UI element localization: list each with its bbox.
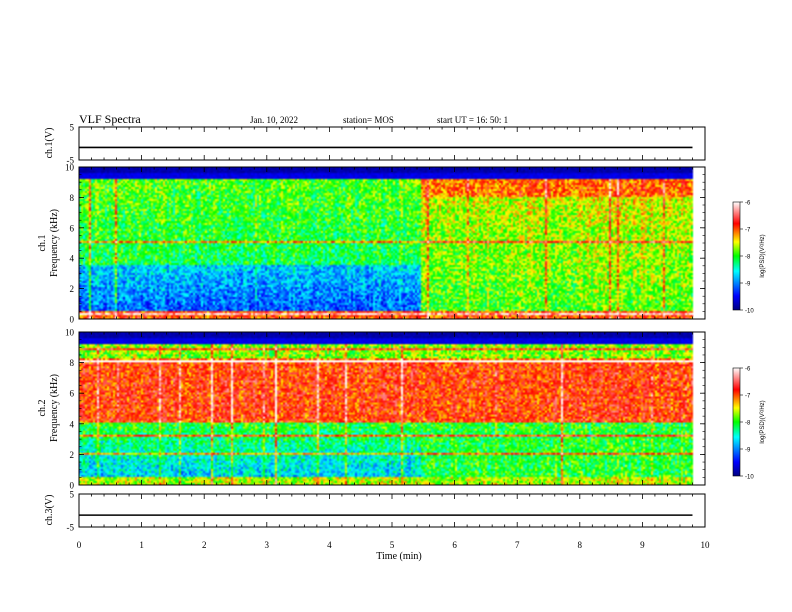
- ch2-spectrogram: [79, 332, 705, 485]
- ch2-spectrogram-channel-label: ch.2: [37, 400, 48, 417]
- ch2-colorbar-tick-label: -6: [745, 367, 751, 373]
- x-tick-label: 5: [390, 540, 395, 550]
- x-tick-label: 6: [452, 540, 457, 550]
- ch1-colorbar-tick-label: -6: [745, 201, 751, 207]
- ch1-spectrogram-y-tick-label: 4: [70, 254, 75, 264]
- ch3-waveform-y-tick-label: -5: [67, 523, 75, 533]
- ch1-colorbar-tick-label: -7: [745, 228, 751, 234]
- x-tick-label: 0: [77, 540, 82, 550]
- ch1-colorbar-tick-label: -8: [745, 255, 751, 261]
- ch2-colorbar-tick-label: -9: [745, 448, 751, 454]
- ch1-waveform-y-tick-label: -5: [67, 156, 75, 166]
- ch2-colorbar-label: log(PSD)(V²/Hz): [760, 400, 766, 443]
- ch2-colorbar-tick-label: -8: [745, 421, 751, 427]
- figure-station: station= MOS: [343, 115, 394, 125]
- ch1-spectrogram: [79, 167, 705, 319]
- ch1-waveform-y-tick-label: 5: [70, 123, 75, 133]
- x-tick-label: 4: [327, 540, 332, 550]
- ch2-colorbar-tick-label: -10: [745, 475, 754, 481]
- ch1-colorbar: [732, 201, 741, 311]
- ch2-spectrogram-y-tick-label: 2: [70, 450, 75, 460]
- x-tick-label: 1: [139, 540, 144, 550]
- x-tick-label: 3: [265, 540, 270, 550]
- x-tick-label: 8: [578, 540, 583, 550]
- x-tick-label: 2: [202, 540, 207, 550]
- ch1-colorbar-label: log(PSD)(V²/Hz): [760, 234, 766, 277]
- x-tick-label: 9: [640, 540, 645, 550]
- ch1-spectrogram-channel-label: ch.1: [37, 235, 48, 252]
- ch2-spectrogram-y-tick-label: 0: [70, 481, 75, 491]
- ch2-spectrogram-y-tick-label: 6: [70, 389, 75, 399]
- ch3-waveform-y-tick-label: 5: [70, 490, 75, 500]
- ch1-spectrogram-ylabel: Frequency (kHz): [49, 209, 60, 277]
- ch1-spectrogram-y-tick-label: 6: [70, 223, 75, 233]
- x-axis-label: Time (min): [376, 551, 421, 562]
- ch3-waveform-ylabel: ch.3(V): [44, 495, 55, 526]
- ch1-colorbar-tick-label: -10: [745, 309, 754, 315]
- ch1-waveform-ylabel: ch.1(V): [44, 128, 55, 159]
- figure-start-time: start UT = 16: 50: 1: [437, 115, 508, 125]
- x-tick-label: 7: [515, 540, 520, 550]
- ch1-spectrogram-y-tick-label: 10: [65, 163, 75, 173]
- ch1-spectrogram-y-tick-label: 2: [70, 284, 75, 294]
- figure-date: Jan. 10, 2022: [250, 115, 298, 125]
- ch2-colorbar: [732, 367, 741, 477]
- ch2-colorbar-tick-label: -7: [745, 394, 751, 400]
- ch1-spectrogram-y-tick-label: 0: [70, 315, 75, 325]
- ch2-spectrogram-ylabel: Frequency (kHz): [49, 374, 60, 442]
- x-tick-label: 10: [701, 540, 711, 550]
- ch1-spectrogram-y-tick-label: 8: [70, 193, 75, 203]
- ch1-colorbar-tick-label: -9: [745, 282, 751, 288]
- ch2-spectrogram-y-tick-label: 10: [65, 328, 75, 338]
- ch2-spectrogram-y-tick-label: 4: [70, 419, 75, 429]
- ch2-spectrogram-y-tick-label: 8: [70, 358, 75, 368]
- figure-title: VLF Spectra: [79, 112, 141, 126]
